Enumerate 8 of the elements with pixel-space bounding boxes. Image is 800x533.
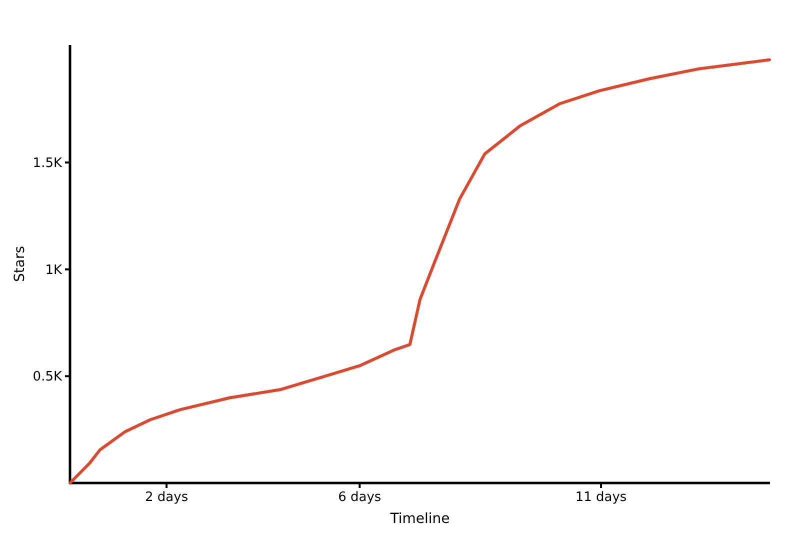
x-tick-label: 6 days <box>338 490 382 505</box>
x-axis-title: Timeline <box>389 511 450 527</box>
y-axis-title: Stars <box>12 246 28 282</box>
y-tick-label: 1K <box>45 262 62 278</box>
x-tick-label: 2 days <box>145 490 188 505</box>
x-tick-label: 11 days <box>575 490 627 505</box>
y-tick-label: 1.5K <box>32 156 62 172</box>
y-tick-label: 0.5K <box>32 370 62 385</box>
